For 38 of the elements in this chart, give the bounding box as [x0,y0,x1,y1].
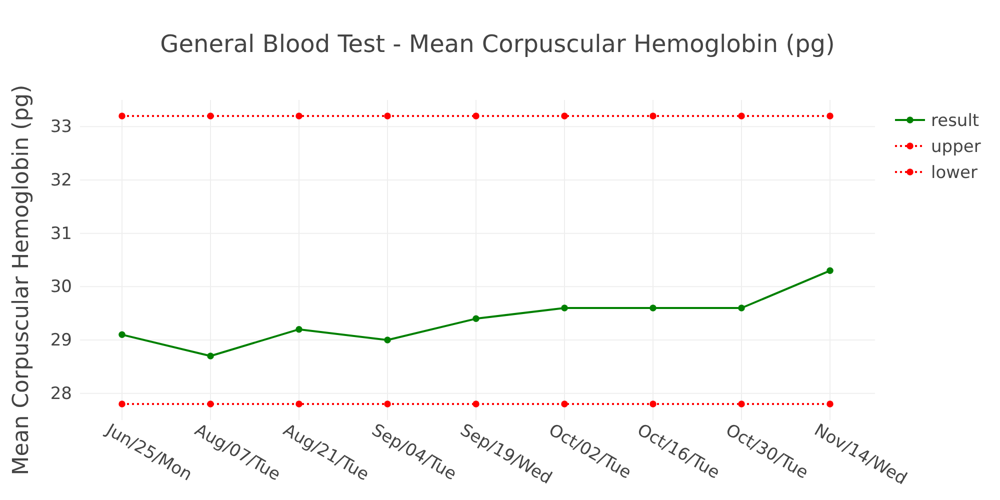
point [472,112,480,120]
point [738,112,745,120]
point [826,267,834,274]
point [384,112,391,120]
y-tick-label: 31 [50,224,72,244]
point [118,331,126,338]
point [296,400,302,408]
point [826,400,834,408]
point [738,400,745,408]
point [207,352,214,360]
y-tick-label: 32 [50,170,72,190]
y-tick-label: 33 [50,117,72,138]
y-tick-label: 30 [50,277,72,298]
point [738,304,745,312]
y-tick-label: 29 [50,330,72,350]
point [384,336,391,344]
point [118,112,126,120]
legend-label: upper [931,136,981,157]
y-axis-title: Mean Corpuscular Hemoglobin (pg) [9,84,34,476]
y-tick-label: 28 [50,384,72,404]
legend-label: lower [931,162,978,183]
point [472,400,480,408]
chart-title: General Blood Test - Mean Corpuscular Hemoglobin (pg) [160,30,835,58]
point [650,400,656,408]
legend-label: result [931,110,980,131]
point [384,400,391,408]
point [826,112,834,120]
point [472,315,480,322]
point [118,400,126,408]
point [561,112,568,120]
point [561,400,568,408]
point [561,304,568,312]
point [207,112,214,120]
point [207,400,214,408]
point [650,304,656,312]
point [650,112,656,120]
point [296,112,302,120]
point [296,326,302,333]
